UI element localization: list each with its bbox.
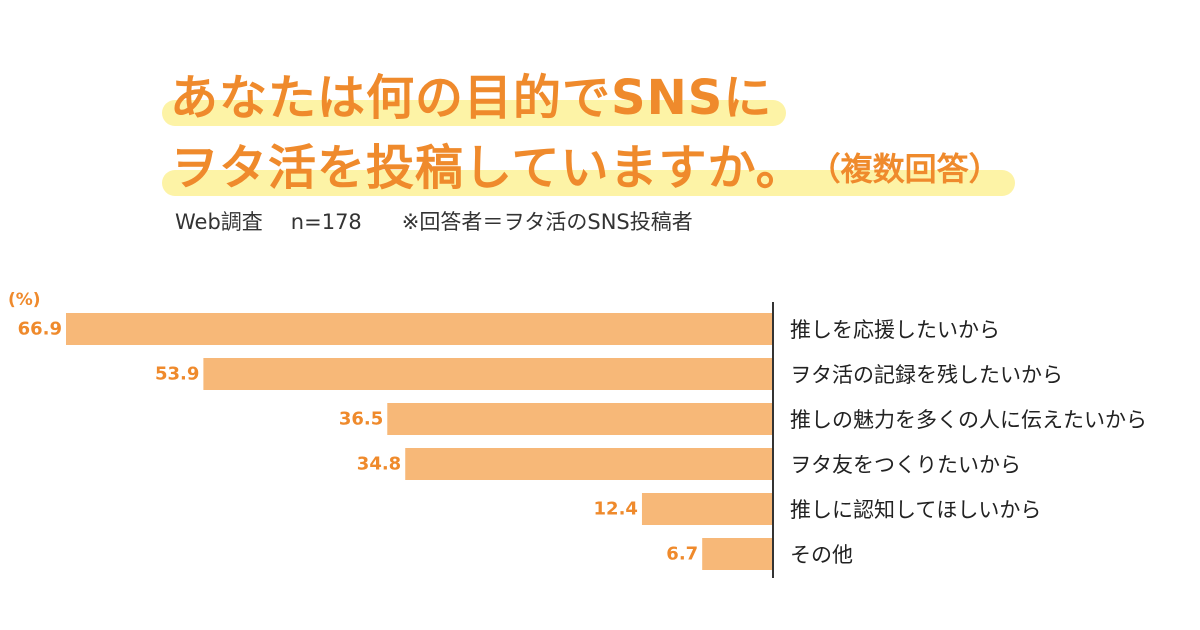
value-label-1: 53.9 bbox=[155, 364, 199, 385]
title-text-2: ヲタ活を投稿していますか。 bbox=[170, 140, 805, 196]
bar-3 bbox=[405, 448, 773, 480]
category-label-1: ヲタ活の記録を残したいから bbox=[790, 363, 1063, 387]
category-label-2: 推しの魅力を多くの人に伝えたいから bbox=[790, 408, 1147, 432]
title-highlight-2 bbox=[162, 170, 1015, 196]
bar-4 bbox=[641, 493, 773, 525]
value-label-3: 34.8 bbox=[357, 454, 401, 475]
survey-type: Web調査 bbox=[175, 210, 263, 234]
title-line-2: ヲタ活を投稿していますか。 （複数回答） bbox=[162, 126, 1015, 200]
survey-info: Web調査 n=178 ※回答者＝ヲタ活のSNS投稿者 bbox=[175, 206, 693, 236]
bar-1 bbox=[203, 358, 773, 390]
value-label-0: 66.9 bbox=[18, 319, 62, 340]
sample-size: n=178 bbox=[290, 210, 362, 234]
bar-2 bbox=[387, 403, 773, 435]
value-label-5: 6.7 bbox=[666, 544, 698, 565]
bar-5 bbox=[702, 538, 773, 570]
bar-0 bbox=[66, 313, 773, 345]
value-label-2: 36.5 bbox=[339, 409, 383, 430]
title-suffix: （複数回答） bbox=[808, 150, 1001, 188]
value-label-4: 12.4 bbox=[594, 499, 638, 520]
category-label-5: その他 bbox=[790, 543, 853, 567]
category-label-4: 推しに認知してほしいから bbox=[790, 498, 1041, 522]
title-text-1: あなたは何の目的でSNSに bbox=[170, 70, 773, 126]
respondent-note: ※回答者＝ヲタ活のSNS投稿者 bbox=[401, 210, 693, 234]
category-label-0: 推しを応援したいから bbox=[790, 318, 1000, 342]
unit-label: (%) bbox=[8, 290, 41, 310]
category-label-3: ヲタ友をつくりたいから bbox=[790, 453, 1021, 477]
title-line-1: あなたは何の目的でSNSに bbox=[162, 56, 787, 130]
title-highlight-1 bbox=[162, 100, 787, 126]
